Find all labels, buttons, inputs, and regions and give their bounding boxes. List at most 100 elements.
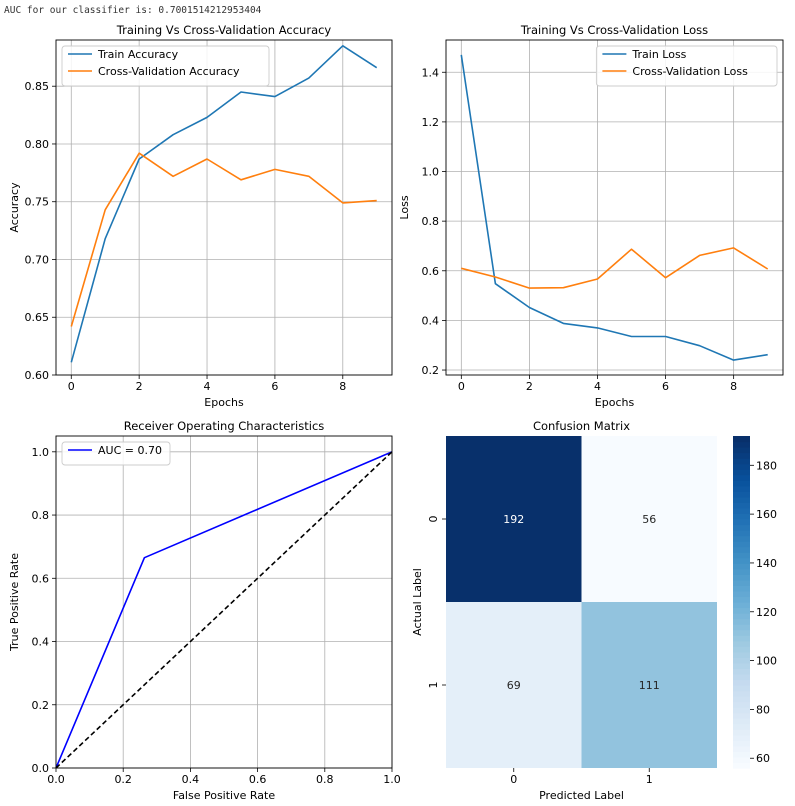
series-line-auc-0-70 [55,451,393,769]
colorbar-segment [733,574,750,581]
colorbar-segment [733,480,750,487]
colorbar-segment [733,502,750,509]
heatmap-cell [446,602,582,768]
colorbar-segment [733,535,750,542]
colorbar-tick-label: 180 [756,459,777,472]
x-tick-label: 0 [68,380,75,393]
colorbar-tick-label: 80 [756,703,770,716]
plot-frame [445,39,784,376]
colorbar-segment [733,673,750,681]
colorbar-segment [733,585,750,592]
x-tick-label: 8 [730,380,737,393]
heatmap-cell-value: 56 [642,513,656,526]
heatmap-cell [581,602,717,768]
y-tick-label: 0 [427,516,440,523]
y-tick-label: 0.6 [422,265,440,278]
colorbar-segment [733,701,750,708]
legend-label: Cross-Validation Accuracy [98,65,240,78]
y-axis-label: Loss [398,195,411,219]
colorbar: 60 80 100 120 140 160 180 [733,436,777,769]
y-axis-label: Actual Label [411,568,424,636]
legend-box [61,441,171,466]
x-tick-label: 2 [136,380,143,393]
colorbar-segment [733,624,750,631]
x-axis-label: Epochs [204,396,244,409]
y-tick-label: 1.0 [422,166,440,179]
y-tick-label: 1.2 [422,116,440,129]
colorbar-tick-label: 100 [756,655,777,668]
colorbar-tick-label: 140 [756,557,777,570]
y-tick-label: 0.2 [32,699,50,712]
colorbar-segment [733,496,750,503]
colorbar-tick-label: 60 [756,752,770,765]
colorbar-segment [733,629,750,636]
colorbar-segment [733,668,750,675]
y-tick-label: 0.75 [25,196,50,209]
colorbar-segment [733,552,750,559]
colorbar-segment [733,519,750,526]
x-tick-label: 0.4 [182,773,200,786]
colorbar-segment [733,762,750,769]
colorbar-segment [733,740,750,747]
x-tick-label: 0 [458,380,465,393]
chart-title: Training Vs Cross-Validation Loss [520,23,708,37]
colorbar-segment [733,657,750,664]
colorbar-segment [733,463,750,470]
series-line-diagonal-reference [55,451,393,769]
colorbar-segment [733,557,750,564]
colorbar-segment [733,530,750,537]
x-axis-label: Epochs [595,396,635,409]
colorbar-segment [733,602,750,609]
colorbar-segment [733,469,750,476]
legend: Train Accuracy Cross-Validation Accuracy [61,45,270,87]
y-tick-label: 0.4 [32,636,50,649]
colorbar-segment [733,756,750,764]
heatmap-cell [446,436,582,602]
colorbar-segment [733,590,750,598]
heatmap-cell-value: 69 [507,679,521,692]
y-tick-label: 0.80 [25,138,50,151]
y-tick-label: 1.4 [422,66,440,79]
colorbar-segment [733,679,750,686]
y-tick-label: 1.0 [32,446,50,459]
x-tick-label: 6 [271,380,278,393]
colorbar-segment [733,513,750,520]
legend-label: Train Accuracy [97,48,179,61]
colorbar-segment [733,696,750,703]
chart-title: Receiver Operating Characteristics [124,419,325,433]
y-tick-label: 0.2 [422,364,440,377]
colorbar-segment [733,563,750,570]
colorbar-segment [733,507,750,515]
x-tick-label: 8 [339,380,346,393]
x-axis-label: Predicted Label [539,789,624,802]
x-tick-label: 0.2 [114,773,132,786]
colorbar-segment [733,751,750,758]
legend: AUC = 0.70 [61,441,171,466]
accuracy-chart: 0 2 4 6 8 0.60 0.65 0.70 0.75 0.80 0.85 Training Vs… [8,23,393,409]
colorbar-segment [733,541,750,548]
y-tick-label: 1 [427,682,440,689]
loss-chart: 0 2 4 6 8 0.2 0.4 0.6 0.8 1.0 1.2 1.4 Training Vs Cr… [398,23,784,409]
y-tick-label: 0.65 [25,311,50,324]
colorbar-segment [733,452,750,459]
series-line-train-loss [460,54,768,361]
x-tick-label: 6 [662,380,669,393]
legend-label: AUC = 0.70 [98,444,162,457]
colorbar-segment [733,613,750,620]
legend-label: Train Loss [631,48,686,61]
y-tick-label: 0.70 [25,253,50,266]
colorbar-segment [733,447,750,454]
colorbar-segment [733,745,750,752]
colorbar-tick-label: 160 [756,508,777,521]
colorbar-segment [733,607,750,614]
colorbar-segment [733,734,750,741]
series-line-cross-validation-loss [461,247,769,289]
x-tick-label: 0.6 [249,773,267,786]
x-tick-label: 0.8 [316,773,334,786]
x-tick-label: 1 [646,773,653,786]
heatmap-cell [581,436,717,602]
x-tick-label: 0.0 [47,773,65,786]
colorbar-segment [733,712,750,719]
series-line-train-accuracy [70,44,378,363]
